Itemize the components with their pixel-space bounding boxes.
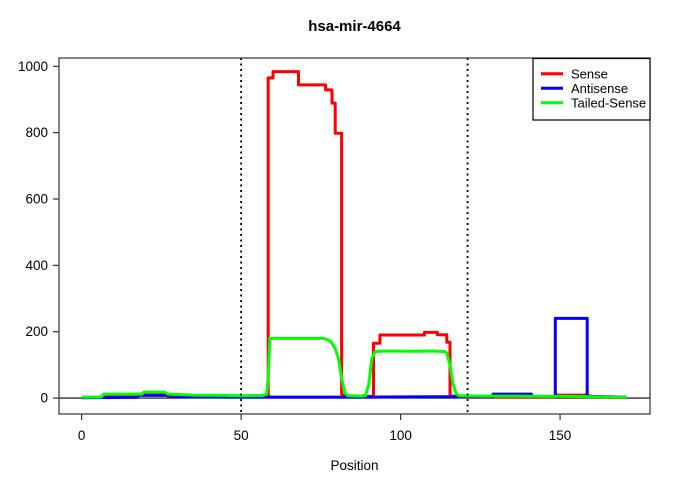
y-tick-label-400: 400: [25, 258, 48, 273]
legend-label-tailed-sense: Tailed-Sense: [571, 95, 646, 110]
series-line-tailed-sense: [81, 336, 627, 399]
series-line-antisense: [81, 316, 628, 400]
x-tick-label-100: 100: [389, 428, 412, 443]
y-tick-label-600: 600: [25, 192, 48, 207]
legend-label-sense: Sense: [571, 66, 608, 81]
y-tick-label-0: 0: [40, 391, 48, 406]
y-tick-label-200: 200: [25, 324, 48, 339]
plot-box: [58, 57, 651, 415]
y-tick-label-800: 800: [25, 125, 48, 140]
legend-label-antisense: Antisense: [571, 81, 628, 96]
x-tick-label-150: 150: [549, 428, 572, 443]
y-tick-label-1000: 1000: [18, 59, 48, 74]
x-tick-label-50: 50: [234, 428, 249, 443]
x-axis-label: Position: [330, 458, 379, 473]
x-tick-label-0: 0: [78, 428, 86, 443]
chart-title: hsa-mir-4664: [308, 18, 401, 35]
